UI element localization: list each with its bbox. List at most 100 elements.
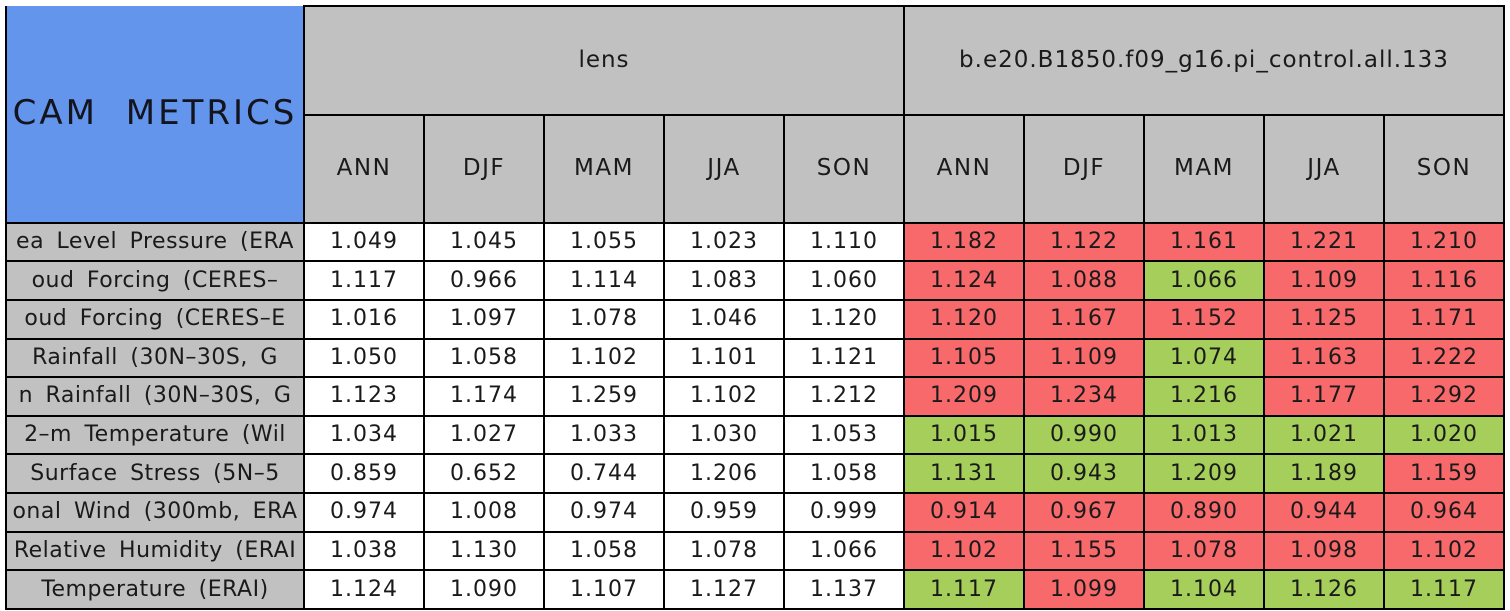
group-header-row: CAM METRICS lens b.e20.B1850.f09_g16.pi_… [5,4,1505,224]
lens-value-cell: 1.102 [663,376,785,417]
control-value-cell: 1.105 [903,337,1025,379]
row-label: oud Forcing (CERES–E [24,307,286,332]
control-value-cell: 1.120 [903,299,1025,340]
control-value-cell: 1.171 [1383,299,1505,340]
metric-row: Relative Humidity (ERAI 1.038 1.130 1.058 1.… [5,530,1505,572]
lens-value-cell: 0.652 [423,453,545,495]
lens-value-cell: 1.078 [543,299,665,340]
season-header-lens-djf: DJF [423,114,545,224]
control-value-cell: 1.126 [1263,569,1385,610]
control-value-cell: 1.104 [1143,569,1265,610]
lens-value-cell: 0.859 [303,453,425,495]
control-value-cell: 0.890 [1143,492,1265,533]
control-value-cell: 1.125 [1263,299,1385,340]
row-label: Temperature (ERAI) [41,577,269,602]
control-value-cell: 1.163 [1263,337,1385,379]
table-title: CAM METRICS [12,95,298,133]
lens-value-cell: 1.174 [423,376,545,417]
control-value-cell: 1.155 [1023,530,1145,572]
control-value-cell: 0.943 [1023,453,1145,495]
row-label-cell: oud Forcing (CERES–E [5,299,305,340]
lens-value-cell: 1.110 [783,221,905,263]
lens-value-cell: 1.066 [783,530,905,572]
lens-value-cell: 1.121 [783,337,905,379]
lens-value-cell: 1.033 [543,414,665,456]
control-value-cell: 1.216 [1143,376,1265,417]
row-label-cell: Relative Humidity (ERAI [5,530,305,572]
lens-value-cell: 1.101 [663,337,785,379]
row-label: ea Level Pressure (ERA [16,229,294,254]
cam-metrics-table: CAM METRICS lens b.e20.B1850.f09_g16.pi_… [5,4,1505,610]
metric-row: onal Wind (300mb, ERA 0.974 1.008 0.974 0.95… [5,492,1505,533]
control-value-cell: 0.944 [1263,492,1385,533]
control-value-cell: 1.020 [1383,414,1505,456]
lens-value-cell: 1.206 [663,453,785,495]
season-header-row: ANN DJF MAM JJA SON ANN DJF MAM JJA SON [6,114,1505,224]
lens-value-cell: 1.117 [303,260,425,301]
row-label: 2–m Temperature (Wil [24,423,286,448]
group-header-control: b.e20.B1850.f09_g16.pi_control.all.133 [903,4,1505,117]
control-value-cell: 1.078 [1143,530,1265,572]
lens-value-cell: 1.049 [303,221,425,263]
lens-value-cell: 1.053 [783,414,905,456]
control-value-cell: 1.098 [1263,530,1385,572]
control-value-cell: 1.116 [1383,260,1505,301]
lens-value-cell: 1.058 [783,453,905,495]
metric-row: 2–m Temperature (Wil 1.034 1.027 1.033 1.030… [5,414,1505,456]
control-value-cell: 1.177 [1263,376,1385,417]
season-header-lens-mam: MAM [543,114,665,224]
lens-value-cell: 1.060 [783,260,905,301]
lens-value-cell: 1.102 [543,337,665,379]
season-header-control-mam: MAM [1143,114,1265,224]
control-value-cell: 1.189 [1263,453,1385,495]
lens-value-cell: 1.058 [423,337,545,379]
lens-value-cell: 1.114 [543,260,665,301]
control-value-cell: 1.234 [1023,376,1145,417]
lens-value-cell: 1.008 [423,492,545,533]
season-header-lens-jja: JJA [663,114,785,224]
control-value-cell: 1.152 [1143,299,1265,340]
row-label: Surface Stress (5N–5 [30,461,280,486]
row-label-cell: oud Forcing (CERES– [5,260,305,301]
control-value-cell: 0.964 [1383,492,1505,533]
row-label-cell: Surface Stress (5N–5 [5,453,305,495]
control-value-cell: 1.109 [1023,337,1145,379]
control-value-cell: 1.159 [1383,453,1505,495]
control-value-cell: 1.182 [903,221,1025,263]
row-label-cell: Temperature (ERAI) [5,569,305,610]
lens-value-cell: 1.127 [663,569,785,610]
season-header-lens-ann: ANN [303,114,425,224]
control-value-cell: 1.102 [1383,530,1505,572]
control-value-cell: 1.167 [1023,299,1145,340]
group-header-lens: lens [303,4,905,117]
metric-row: n Rainfall (30N–30S, G 1.123 1.174 1.259 1.1… [5,376,1505,417]
lens-value-cell: 0.966 [423,260,545,301]
control-value-cell: 1.209 [903,376,1025,417]
lens-value-cell: 1.016 [303,299,425,340]
row-label-cell: 2–m Temperature (Wil [5,414,305,456]
control-value-cell: 1.221 [1263,221,1385,263]
lens-value-cell: 1.027 [423,414,545,456]
lens-value-cell: 1.078 [663,530,785,572]
control-value-cell: 1.088 [1023,260,1145,301]
season-header-lens-son: SON [783,114,905,224]
row-label: Rainfall (30N–30S, G [32,345,278,370]
control-value-cell: 1.066 [1143,260,1265,301]
season-header-control-djf: DJF [1023,114,1145,224]
control-value-cell: 1.013 [1143,414,1265,456]
control-value-cell: 1.210 [1383,221,1505,263]
metric-row: ea Level Pressure (ERA 1.049 1.045 1.055 1.0… [5,221,1505,263]
metric-row: Temperature (ERAI) 1.124 1.090 1.107 1.127 1.… [5,569,1505,610]
lens-value-cell: 1.055 [543,221,665,263]
row-label-cell: Rainfall (30N–30S, G [5,337,305,379]
lens-value-cell: 1.124 [303,569,425,610]
row-label: n Rainfall (30N–30S, G [18,384,292,409]
lens-value-cell: 1.030 [663,414,785,456]
control-value-cell: 1.161 [1143,221,1265,263]
lens-value-cell: 0.974 [303,492,425,533]
row-label: oud Forcing (CERES– [31,268,279,293]
lens-value-cell: 1.212 [783,376,905,417]
season-header-control-jja: JJA [1263,114,1385,224]
control-value-cell: 1.209 [1143,453,1265,495]
